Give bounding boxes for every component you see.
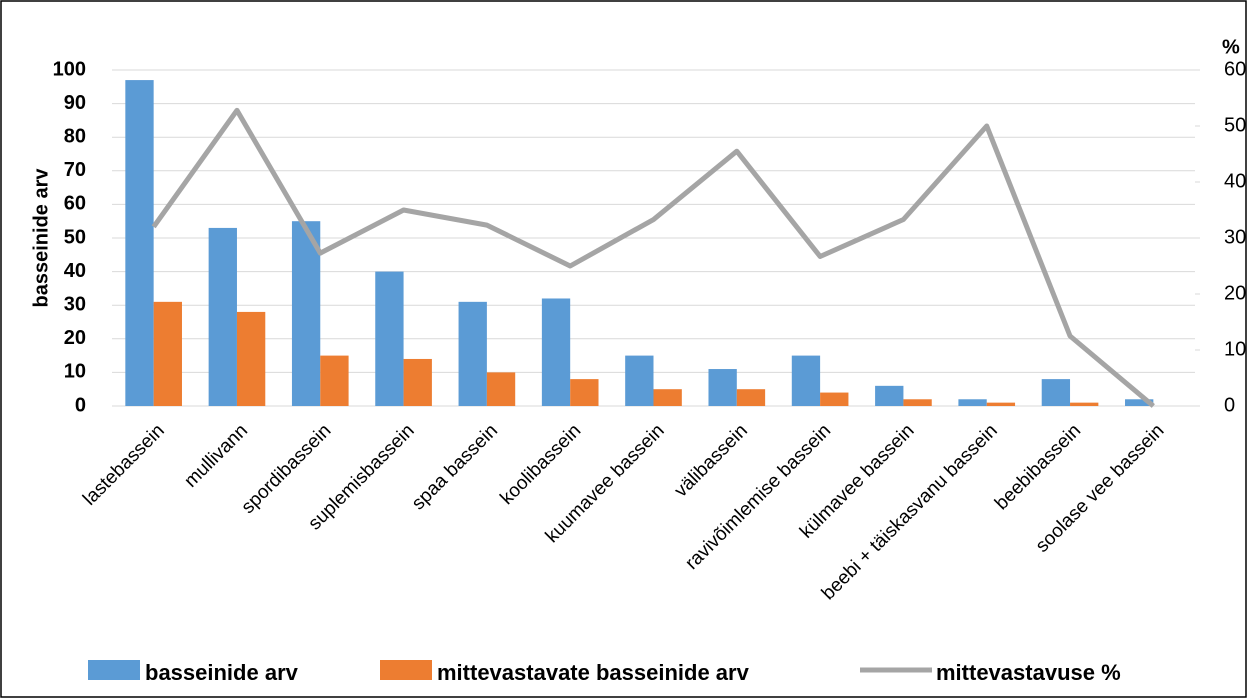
y-tick-label: 100 [53, 58, 86, 80]
bar [403, 358, 432, 406]
y-tick-label: 60 [64, 193, 86, 215]
bar [236, 311, 266, 406]
bar [875, 385, 904, 406]
y2-tick-label: 10 [1224, 338, 1246, 360]
bar [320, 355, 349, 406]
y-tick-label: 10 [64, 361, 86, 383]
bar [458, 301, 487, 406]
y-tick-label: 20 [64, 327, 86, 349]
bar [791, 355, 821, 406]
y2-axis-label: % [1222, 36, 1240, 58]
y-tick-label: 80 [64, 125, 86, 147]
y-tick-label: 0 [75, 394, 86, 416]
bar [1070, 402, 1099, 406]
bar [375, 271, 404, 406]
y-axis-label: basseinide arv [30, 168, 52, 308]
y2-tick-label: 20 [1224, 282, 1246, 304]
bar [486, 372, 516, 406]
bar [708, 369, 737, 406]
line [151, 107, 1155, 408]
bar [653, 389, 682, 406]
bar [625, 355, 654, 406]
bar [208, 227, 237, 406]
legend-label: basseinide arv [145, 660, 299, 685]
legend-label: mittevastavate basseinide arv [437, 660, 750, 685]
legend-swatch [380, 660, 432, 680]
legend-swatch [88, 660, 140, 680]
bar [736, 389, 766, 406]
y2-tick-label: 60 [1224, 58, 1246, 80]
y-tick-label: 70 [64, 159, 86, 181]
bar [291, 221, 321, 406]
y-tick-label: 40 [64, 260, 86, 282]
y-tick-label: 90 [64, 92, 86, 114]
bar [986, 402, 1016, 406]
y-tick-label: 30 [64, 293, 86, 315]
y2-tick-label: 50 [1224, 114, 1246, 136]
legend-label: mittevastavuse % [936, 660, 1121, 685]
bar [570, 379, 599, 406]
bar [903, 399, 932, 406]
y2-tick-label: 40 [1224, 170, 1246, 192]
y-tick-label: 50 [64, 226, 86, 248]
bar [1041, 379, 1071, 406]
y2-tick-label: 0 [1224, 394, 1235, 416]
bar [153, 301, 182, 406]
bar [125, 80, 154, 406]
bar [958, 399, 987, 406]
bar [541, 298, 571, 406]
bar [820, 392, 849, 406]
bar [1125, 399, 1154, 406]
y2-tick-label: 30 [1224, 226, 1246, 248]
